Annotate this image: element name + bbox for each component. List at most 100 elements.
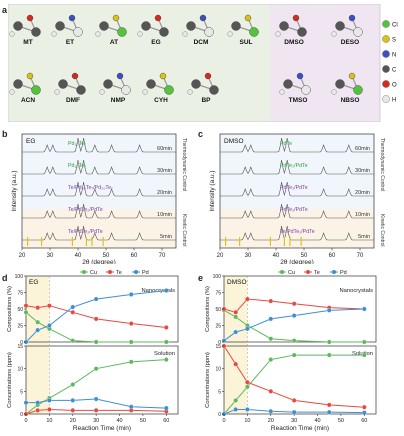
composition-point-pd bbox=[163, 288, 169, 293]
x-tick-label: 40 bbox=[273, 253, 280, 259]
trace-phase: Te/PdTe₂/PdTe bbox=[68, 207, 103, 213]
concentration-point-cu bbox=[326, 352, 332, 358]
y-axis-label-bottom: Concentrations (ppm) bbox=[7, 352, 13, 408]
early-region-bg bbox=[26, 276, 50, 414]
composition-point-cu bbox=[326, 339, 332, 345]
molecule-label: AT bbox=[110, 39, 118, 46]
thermo-region-bg bbox=[22, 134, 176, 209]
composition-point-pd bbox=[70, 304, 76, 310]
y-tick-label: 75 bbox=[215, 291, 221, 297]
y-tick-label: 0 bbox=[218, 412, 221, 418]
atom-legend-s: S bbox=[382, 35, 396, 43]
concentration-point-te bbox=[93, 408, 99, 413]
y-tick-label: 0 bbox=[218, 340, 221, 346]
x-tick-label: 20 bbox=[217, 253, 224, 259]
composition-point-te bbox=[163, 325, 169, 330]
concentration-point-pd bbox=[35, 400, 41, 406]
svg-text:Cu: Cu bbox=[90, 270, 97, 276]
xrd-trace bbox=[220, 159, 374, 175]
panel-a-molecules: MT ET AT EG DCM SUL DMSO DESO ACN DMF NMP CYH BP TMSO… bbox=[8, 4, 398, 122]
composition-point-pd bbox=[233, 329, 239, 335]
xrd-trace bbox=[220, 137, 374, 153]
xrd-trace bbox=[22, 203, 176, 219]
molecule-label: CYH bbox=[154, 97, 168, 104]
concentration-point-cu bbox=[70, 382, 76, 387]
composition-point-cu bbox=[93, 339, 99, 345]
solution-plot-frame bbox=[223, 345, 377, 415]
trace-time: 60min bbox=[355, 146, 370, 152]
trace-phase: PdTe bbox=[280, 141, 292, 147]
y-tick-label: 75 bbox=[17, 291, 23, 297]
concentration-point-cu bbox=[268, 357, 274, 362]
solution-plot-frame bbox=[25, 345, 179, 415]
molecule-nmp: NMP bbox=[99, 72, 131, 104]
xrd-trace bbox=[22, 137, 176, 153]
atom-legend-c: C bbox=[382, 65, 397, 73]
composition-point-cu bbox=[268, 336, 274, 342]
concentration-point-pd bbox=[245, 407, 250, 412]
thermo-control-label: Thermodynamic Control bbox=[181, 138, 187, 191]
composition-point-te bbox=[47, 303, 52, 309]
panel-d-letter: d bbox=[2, 273, 8, 283]
panel-c-xrd: DMSO Thermodynamic Control Kinetic Control… bbox=[209, 133, 385, 264]
y-tick-label: 15 bbox=[215, 344, 221, 350]
x-tick-label: 60 bbox=[131, 253, 138, 259]
x-tick-label: 10 bbox=[244, 418, 250, 424]
y-tick-label: 50 bbox=[17, 307, 23, 313]
composition-point-cu bbox=[35, 319, 41, 325]
molecule-label: DMF bbox=[66, 97, 80, 104]
trace-phase: Te/Pd₂₀Te₇/Pd₂₀Te₇ bbox=[68, 185, 113, 191]
y-tick-label: 10 bbox=[17, 367, 23, 373]
x-tick-label: 10 bbox=[46, 418, 52, 424]
concentration-point-te bbox=[326, 402, 332, 408]
composition-point-cu bbox=[23, 309, 29, 315]
y-tick-label: 100 bbox=[15, 274, 24, 280]
trace-time: 30min bbox=[355, 168, 370, 174]
concentration-point-te bbox=[47, 407, 52, 412]
y-axis-label-top: Compositions (%) bbox=[205, 286, 211, 332]
panel-letter: a bbox=[2, 5, 8, 15]
composition-point-cu bbox=[291, 338, 297, 344]
molecule-dcm: DCM bbox=[182, 14, 214, 46]
svg-text:Te: Te bbox=[116, 270, 122, 276]
protic-solvent-bg bbox=[8, 4, 270, 122]
composition-point-te bbox=[268, 298, 274, 304]
panel-e-letter: e bbox=[198, 273, 204, 283]
panel-a-letter: a bbox=[2, 0, 7, 18]
concentration-point-cu bbox=[233, 398, 239, 403]
legend-pd: Pd bbox=[132, 270, 149, 276]
composition-point-te bbox=[291, 301, 297, 307]
y-axis-label-top: Compositions (%) bbox=[7, 286, 13, 332]
molecule-dmso: DMSO bbox=[275, 14, 307, 46]
trace-phase: PdTe₂/PdTe bbox=[280, 185, 308, 191]
concentration-point-cu bbox=[291, 352, 297, 358]
molecule-label: EG bbox=[151, 39, 160, 46]
svg-text:Cu: Cu bbox=[288, 270, 295, 276]
x-tick-label: 20 bbox=[70, 418, 76, 424]
composition-point-te bbox=[93, 316, 99, 322]
molecule-label: TMSO bbox=[289, 97, 308, 104]
x-tick-label: 60 bbox=[361, 418, 367, 424]
concentration-point-pd bbox=[291, 409, 297, 415]
panel-b-letter: b bbox=[2, 129, 8, 139]
panel-b-xrd: EG Thermodynamic Control Kinetic Control 60… bbox=[11, 133, 187, 264]
svg-text:Pd: Pd bbox=[340, 270, 347, 276]
composition-point-pd bbox=[326, 307, 332, 313]
y-axis-label: Intensity (a.u.) bbox=[209, 170, 216, 211]
concentration-point-cu bbox=[245, 384, 250, 390]
y-tick-label: 5 bbox=[218, 389, 221, 395]
trace-time: 10min bbox=[355, 212, 370, 218]
molecule-mt: MT bbox=[9, 14, 41, 46]
composition-point-cu bbox=[361, 339, 367, 345]
x-axis-label: Reaction Time (min) bbox=[271, 425, 329, 432]
molecule-tmso: TMSO bbox=[279, 72, 311, 104]
x-tick-label: 60 bbox=[329, 253, 336, 259]
molecule-et: ET bbox=[51, 14, 83, 46]
x-axis-label: 2θ (degree) bbox=[280, 259, 314, 264]
legend-te: Te bbox=[106, 270, 122, 276]
y-tick-label: 25 bbox=[17, 324, 23, 330]
concentration-point-te bbox=[70, 408, 76, 413]
trace-phase: Pd₂₀Te₇ bbox=[68, 163, 86, 169]
